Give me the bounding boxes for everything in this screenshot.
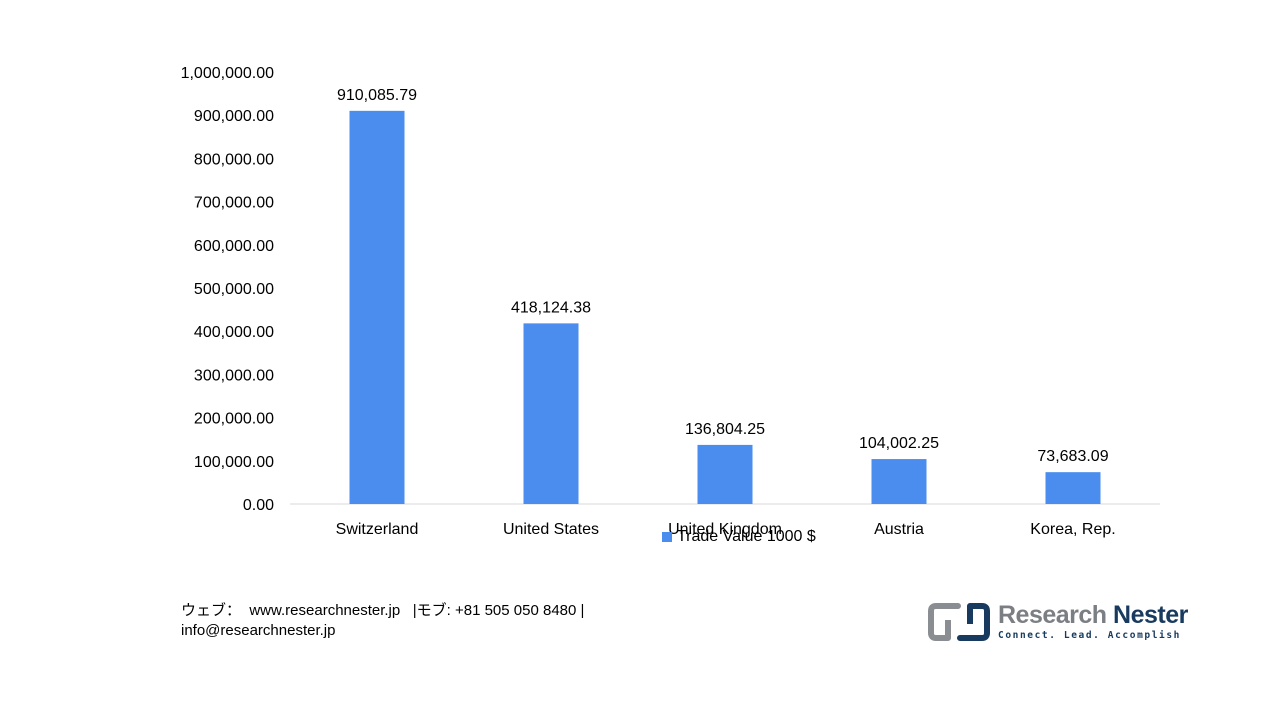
y-tick-label: 0.00 (243, 497, 274, 514)
x-category-label: Switzerland (336, 521, 419, 538)
bar (523, 323, 579, 504)
logo-tagline: Connect. Lead. Accomplish (998, 630, 1181, 641)
category-labels: Switzerland United States United Kingdom Au… (336, 521, 1116, 538)
y-tick-label: 700,000.00 (194, 195, 274, 212)
y-axis: 0.00 100,000.00 200,000.00 300,000.00 400,00… (181, 65, 275, 514)
y-tick-label: 600,000.00 (194, 238, 274, 255)
y-tick-label: 900,000.00 (194, 108, 274, 125)
bar (697, 444, 753, 504)
logo-name: Research Nester (998, 600, 1188, 630)
bar (871, 459, 927, 504)
bar-value-label: 910,085.79 (337, 87, 417, 104)
bars (349, 110, 1101, 504)
x-category-label: Korea, Rep. (1030, 521, 1115, 538)
bar-value-label: 418,124.38 (511, 299, 591, 316)
y-tick-label: 1,000,000.00 (181, 65, 275, 82)
bar (1045, 472, 1101, 504)
y-tick-label: 100,000.00 (194, 454, 274, 471)
bar-value-label: 136,804.25 (685, 421, 765, 438)
legend-swatch (662, 532, 672, 542)
research-nester-logo: Research Nester Connect. Lead. Accomplis… (928, 600, 1188, 644)
contact-line-email: info@researchnester.jp (181, 622, 336, 639)
legend: Trade Value 1000 $ (662, 527, 816, 547)
logo-name-part2: Nester (1113, 601, 1188, 629)
legend-label: Trade Value 1000 $ (677, 528, 816, 545)
x-category-label: Austria (874, 521, 924, 538)
contact-line-web-phone: ウェブ： www.researchnester.jp |モブ: +81 505 … (181, 602, 585, 619)
logo-name-part1: Research (998, 601, 1107, 629)
y-tick-label: 200,000.00 (194, 411, 274, 428)
x-category-label: United States (503, 521, 599, 538)
contact-info: ウェブ： www.researchnester.jp |モブ: +81 505 … (181, 601, 641, 641)
bar (349, 110, 405, 504)
bar-value-label: 104,002.25 (859, 435, 939, 452)
x-category-label: United Kingdom (668, 521, 782, 538)
bar-value-label: 73,683.09 (1037, 448, 1108, 465)
y-tick-label: 500,000.00 (194, 281, 274, 298)
data-labels: 910,085.79 418,124.38 136,804.25 104,002.25… (337, 87, 1109, 465)
y-tick-label: 400,000.00 (194, 324, 274, 341)
research-nester-logo-mark-icon (928, 603, 990, 641)
y-tick-label: 800,000.00 (194, 151, 274, 168)
y-tick-label: 300,000.00 (194, 367, 274, 384)
